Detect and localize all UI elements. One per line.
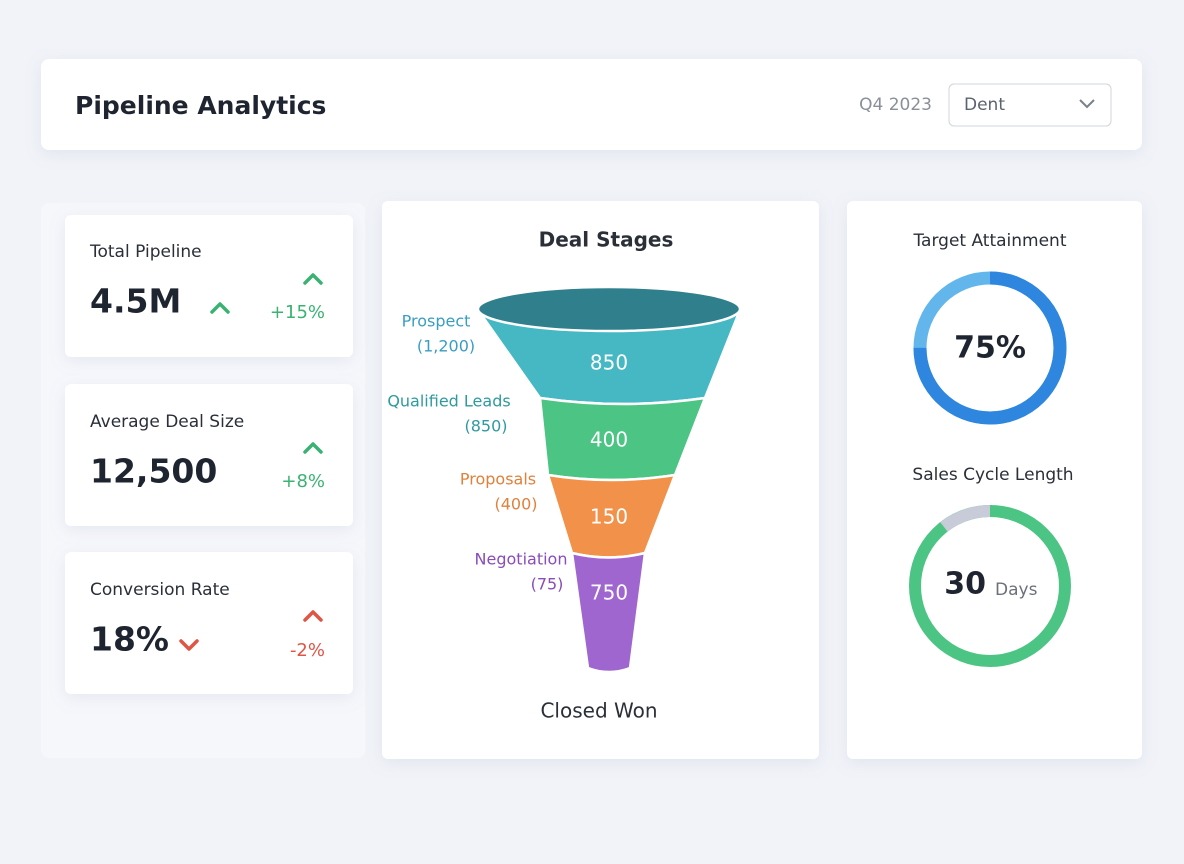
trend-icon: [210, 302, 230, 314]
page-title: Pipeline Analytics: [75, 91, 326, 120]
funnel: [475, 285, 742, 674]
kpi-change: +15%: [270, 302, 325, 323]
gauge-label: 75%: [954, 331, 1026, 366]
card: [65, 215, 353, 357]
gauge-value: 30: [944, 567, 986, 602]
stage-count: (850): [464, 417, 507, 436]
funnel-footer: Closed Won: [540, 699, 657, 723]
header-card: [41, 59, 1142, 150]
stage-name: Proposals: [460, 470, 536, 489]
gauge-title: Sales Cycle Length: [912, 465, 1073, 485]
trend-icon: [179, 639, 199, 651]
stage-value: 750: [590, 581, 628, 605]
stage-value: 150: [590, 505, 628, 529]
kpi-card: Average Deal Size 12,500 +8%: [65, 384, 353, 526]
card: [65, 384, 353, 526]
kpi-label: Conversion Rate: [90, 580, 230, 600]
kpi-value: 12,500: [90, 452, 217, 491]
gauge-arc: [913, 271, 1067, 425]
stage-count: (400): [494, 495, 537, 514]
funnel-top: [476, 285, 742, 333]
stage-value: 400: [590, 428, 628, 452]
kpi-change: +8%: [281, 471, 325, 492]
period: Q4 2023: [859, 95, 932, 115]
trend-icon: [303, 273, 323, 285]
chevron: [1079, 99, 1095, 109]
kpi-value: 18%: [90, 620, 169, 659]
stage-name: Qualified Leads: [387, 392, 510, 411]
kpi-change: -2%: [290, 640, 325, 661]
stage-count: (1,200): [417, 337, 475, 356]
trend-icon: [303, 610, 323, 622]
dropdown-value: Dent: [964, 95, 1005, 115]
stage-name: Prospect: [402, 312, 471, 331]
kpi-label: Total Pipeline: [89, 242, 202, 262]
gauge-gap: [940, 505, 991, 532]
stage-value: 850: [590, 351, 628, 375]
funnel-title: Deal Stages: [539, 228, 674, 252]
kpi-value: 4.5M: [90, 282, 181, 321]
gauge-title: Target Attainment: [912, 231, 1066, 251]
kpi-card: Conversion Rate 18% -2%: [65, 552, 353, 694]
gauge-unit: Days: [995, 580, 1038, 600]
trend-icon: [303, 442, 323, 454]
kpi-card: Total Pipeline 4.5M +15%: [65, 215, 353, 357]
stage-name: Negotiation: [475, 550, 568, 569]
dropdown[interactable]: [948, 83, 1112, 127]
stage-count: (75): [531, 575, 564, 594]
funnel-segment: [570, 551, 647, 674]
kpi-label: Average Deal Size: [90, 412, 244, 432]
card: [65, 552, 353, 694]
